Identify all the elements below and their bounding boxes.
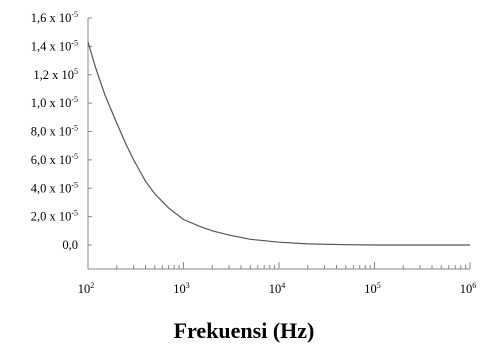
x-tick-label: 104: [269, 281, 286, 296]
y-tick-label: 1,4 x 10-5: [31, 38, 78, 53]
y-tick-label: 8,0 x 10-5: [31, 124, 78, 139]
y-axis-tick-labels: 1,6 x 10-5 1,4 x 10-5 1,2 x 105 1,0 x 10-5 8…: [31, 10, 78, 252]
x-tick-label: 105: [364, 281, 381, 296]
y-tick-label: 4,0 x 10-5: [31, 180, 78, 195]
y-tick-label: 0,0: [62, 238, 78, 252]
y-tick-label: 6,0 x 10-5: [31, 152, 78, 167]
y-tick-label: 1,0 x 10-5: [31, 95, 78, 110]
y-tick-label: 1,6 x 10-5: [31, 10, 78, 25]
x-axis-label: Frekuensi (Hz): [174, 318, 315, 343]
y-tick-label: 1,2 x 105: [33, 67, 78, 82]
x-tick-label: 103: [173, 281, 190, 296]
series-line: [87, 41, 470, 246]
y-tick-label: 2,0 x 10-5: [31, 209, 78, 224]
x-tick-label: 102: [78, 281, 95, 296]
x-axis-tick-labels: 102 103 104 105 106: [78, 281, 477, 296]
axes: [87, 18, 470, 270]
x-axis-ticks: [87, 262, 471, 269]
x-tick-label: 106: [460, 281, 477, 296]
